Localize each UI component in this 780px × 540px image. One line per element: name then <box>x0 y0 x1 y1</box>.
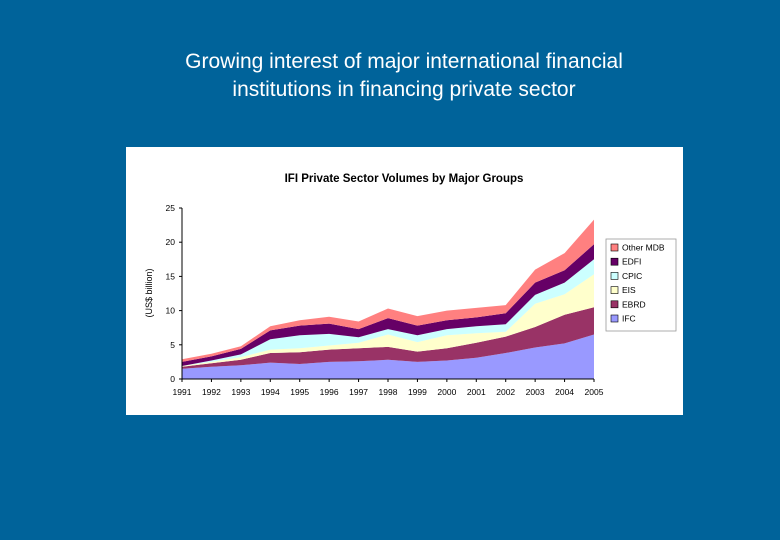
y-tick-label: 25 <box>166 203 176 213</box>
x-tick-label: 2000 <box>437 387 456 397</box>
y-tick-label: 0 <box>170 374 175 384</box>
y-axis-label: (US$ billion) <box>144 268 154 317</box>
legend-label-ebrd: EBRD <box>622 299 646 309</box>
legend-swatch-ifc <box>610 314 619 323</box>
y-tick-label: 20 <box>166 237 176 247</box>
x-tick-label: 1995 <box>290 387 309 397</box>
y-tick-label: 5 <box>170 340 175 350</box>
x-tick-label: 1999 <box>408 387 427 397</box>
x-tick-label: 1993 <box>231 387 250 397</box>
legend-label-cpic: CPIC <box>622 271 642 281</box>
legend-swatch-other-mdb <box>610 243 619 252</box>
area-ifc <box>182 334 594 379</box>
chart-title: IFI Private Sector Volumes by Major Grou… <box>285 173 524 185</box>
legend-label-edfi: EDFI <box>622 257 641 267</box>
legend-label-other-mdb: Other MDB <box>622 243 665 253</box>
slide-title: Growing interest of major international … <box>0 48 780 104</box>
slide-title-line-2: institutions in financing private sector <box>232 78 576 101</box>
legend: Other MDB EDFI CPIC EIS EBRD IFC <box>605 238 677 332</box>
x-tick-label: 1994 <box>261 387 280 397</box>
x-tick-label: 2003 <box>526 387 545 397</box>
slide-title-line-1: Growing interest of major international … <box>185 50 623 73</box>
legend-swatch-cpic <box>610 272 619 280</box>
x-tick-label: 2005 <box>585 387 604 397</box>
x-tick-label: 1996 <box>320 387 339 397</box>
area-chart: IFI Private Sector Volumes by Major Grou… <box>144 173 677 397</box>
y-tick-label: 15 <box>166 271 176 281</box>
area-edfi <box>182 244 594 366</box>
axes: 0 5 10 15 20 25 1991 1992 1993 1994 1995 1996 1997 19… <box>166 203 604 397</box>
legend-swatch-ebrd <box>610 300 619 309</box>
area-ebrd <box>182 307 594 369</box>
area-cpic <box>182 259 594 366</box>
series-areas <box>182 219 594 379</box>
x-tick-label: 1998 <box>379 387 398 397</box>
x-tick-label: 1997 <box>349 387 368 397</box>
legend-label-ifc: IFC <box>622 314 636 324</box>
area-other-mdb <box>182 219 594 362</box>
legend-swatch-edfi <box>610 257 619 266</box>
chart-panel: IFI Private Sector Volumes by Major Grou… <box>126 147 683 415</box>
x-tick-label: 1992 <box>202 387 221 397</box>
x-tick-label: 2002 <box>496 387 515 397</box>
legend-swatch-eis <box>610 286 619 294</box>
x-tick-label: 2004 <box>555 387 574 397</box>
legend-label-eis: EIS <box>622 285 636 295</box>
y-tick-label: 10 <box>166 306 176 316</box>
x-tick-label: 1991 <box>173 387 192 397</box>
x-tick-label: 2001 <box>467 387 486 397</box>
